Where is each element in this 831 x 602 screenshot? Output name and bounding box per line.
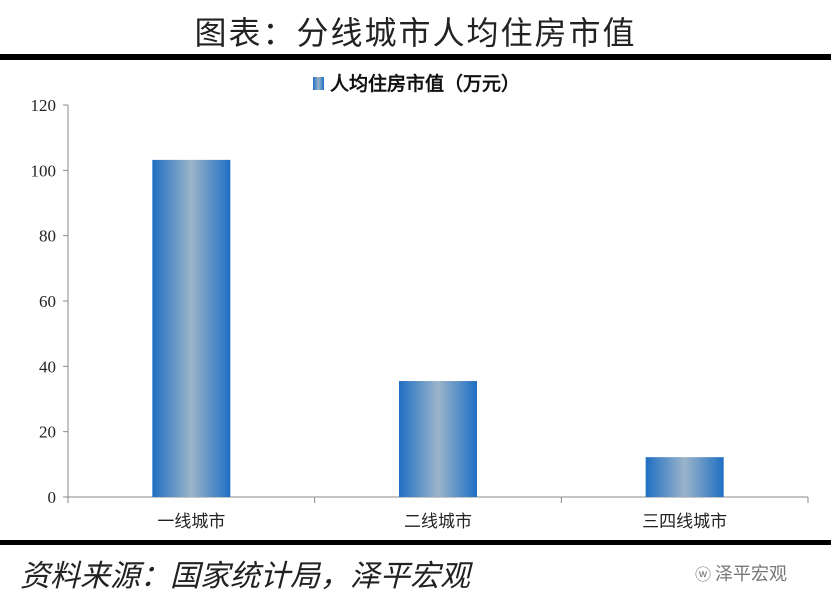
- y-tick-label: 80: [39, 227, 56, 246]
- page-title: 图表：分线城市人均住房市值: [194, 14, 637, 52]
- bottom-divider: [0, 540, 831, 545]
- wechat-icon: ⓦ: [695, 565, 712, 584]
- brand-name: 泽平宏观: [715, 564, 788, 585]
- legend: 人均住房市值（万元）: [313, 72, 520, 95]
- y-tick-label: 0: [48, 488, 57, 507]
- y-tick-label: 20: [39, 423, 56, 442]
- y-tick-label: 120: [31, 96, 57, 115]
- x-tick-label: 一线城市: [157, 512, 225, 531]
- brand-watermark: ⓦ 泽平宏观: [695, 560, 787, 586]
- y-tick-label: 100: [31, 161, 57, 180]
- x-tick-label: 二线城市: [404, 512, 472, 531]
- x-tick-label: 三四线城市: [642, 512, 727, 531]
- bar: [399, 381, 477, 497]
- legend-label: 人均住房市值（万元）: [330, 72, 520, 95]
- top-divider: [0, 54, 831, 60]
- bar: [152, 159, 231, 497]
- legend-swatch: [313, 77, 324, 90]
- bar: [645, 457, 724, 497]
- bar-chart: 人均住房市值（万元） 0 20 40 60 80 100 120 一线城市 二线城市 三四线城市: [31, 72, 809, 531]
- y-tick-label: 60: [39, 292, 56, 311]
- y-tick-label: 40: [39, 357, 56, 376]
- source-note: 资料来源：国家统计局，泽平宏观: [20, 559, 470, 594]
